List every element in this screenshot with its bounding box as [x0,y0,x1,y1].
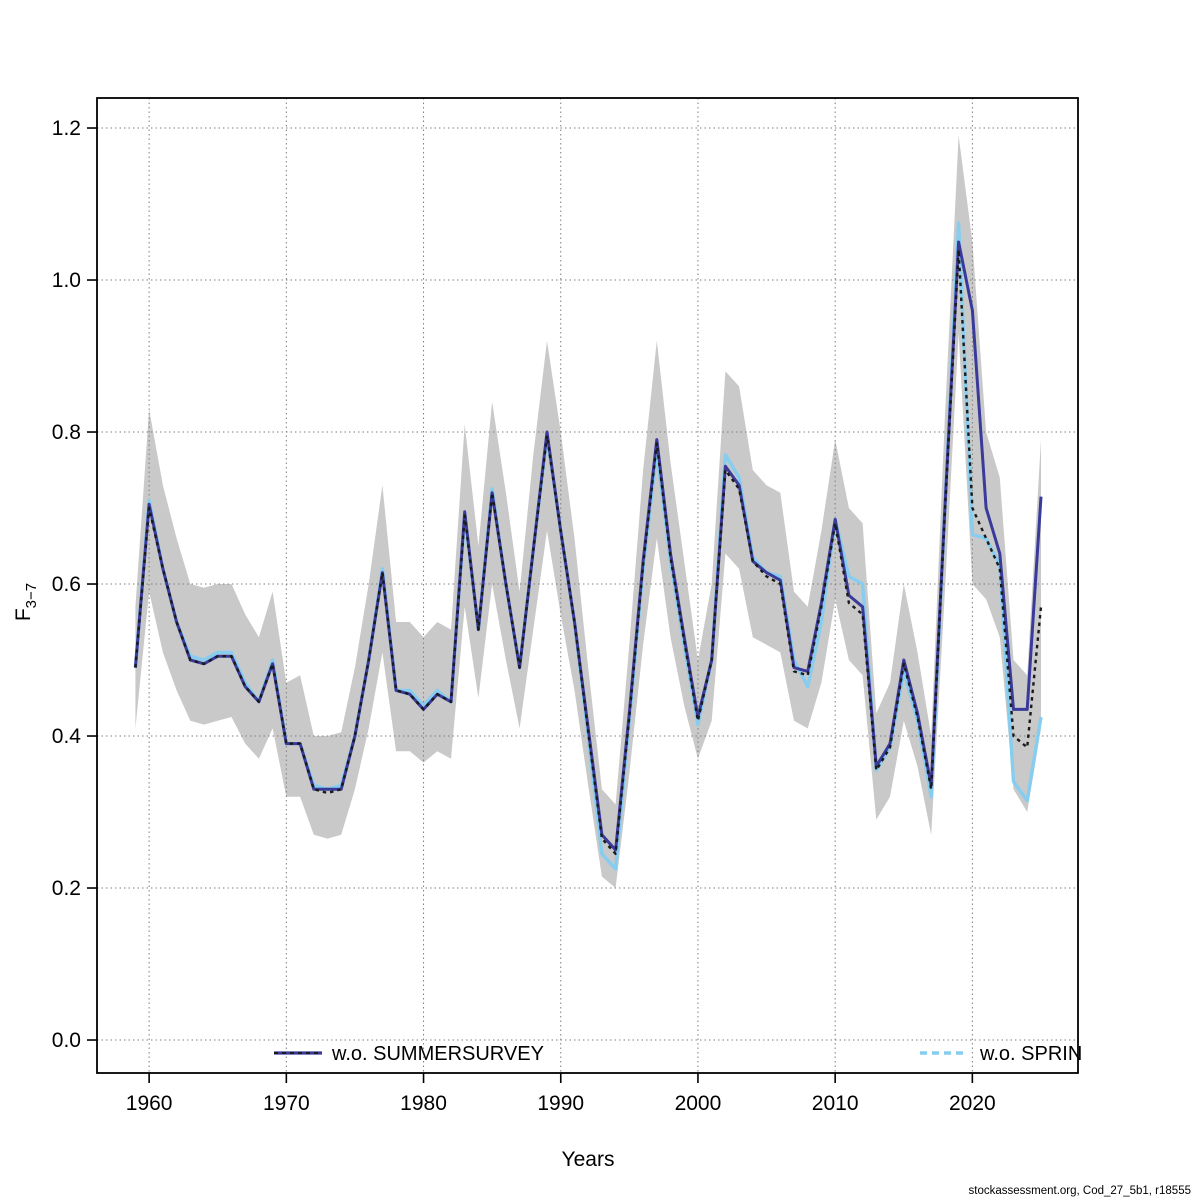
x-tick-label-2000: 2000 [675,1092,722,1115]
x-tick-label-1990: 1990 [537,1092,584,1115]
legend-label-1: w.o. SPRIN [979,1043,1082,1065]
legend-label-0: w.o. SUMMERSURVEY [331,1043,544,1065]
series-line-wo-summersurvey-navy-solid [133,240,1043,852]
x-tick-label-1960: 1960 [126,1092,173,1115]
x-tick-label-2020: 2020 [949,1092,996,1115]
watermark-text: stockassessment.org, Cod_27_5b1, r18555 [968,1185,1191,1197]
x-tick-label-1980: 1980 [400,1092,447,1115]
y-tick-label-0.0: 0.0 [52,1029,81,1052]
y-tick-label-1.0: 1.0 [52,269,81,292]
x-tick-label-2010: 2010 [812,1092,859,1115]
y-axis-title-main: F [12,608,35,622]
y-tick-label-1.2: 1.2 [52,117,81,140]
y-tick-label-0.8: 0.8 [52,421,81,444]
y-tick-label-0.6: 0.6 [52,573,81,596]
x-axis-title: Years [561,1148,615,1171]
confidence-band [135,135,1041,889]
y-axis-title: F3−7 [12,537,40,667]
series-line-black-dotted [134,248,1043,855]
y-tick-label-0.2: 0.2 [52,877,81,900]
y-axis-title-subscript: 3−7 [23,582,40,609]
y-tick-label-0.4: 0.4 [52,725,82,748]
plot-border [96,97,1079,1074]
x-tick-label-1970: 1970 [263,1092,310,1115]
